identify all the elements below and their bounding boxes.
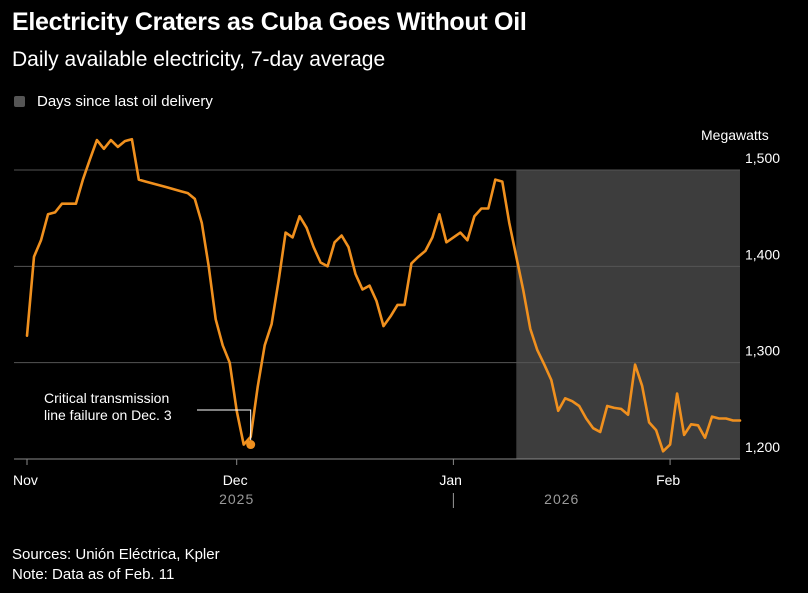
y-tick-label: 1,400 — [745, 246, 780, 262]
y-axis-label: Megawatts — [701, 127, 769, 143]
x-tick-label: Feb — [656, 472, 680, 488]
note-text: Note: Data as of Feb. 11 — [12, 566, 175, 583]
footer: Sources: Unión Eléctrica, Kpler Note: Da… — [12, 545, 220, 585]
chart-subtitle: Daily available electricity, 7-day avera… — [12, 48, 386, 71]
legend-swatch — [14, 96, 25, 107]
y-tick-label: 1,300 — [745, 343, 780, 359]
x-tick-label: Nov — [13, 472, 38, 488]
chart-title: Electricity Craters as Cuba Goes Without… — [12, 8, 527, 36]
year-label: 2025 — [219, 491, 254, 507]
annotation-leader-line — [197, 409, 252, 445]
x-tick-label: Dec — [223, 472, 248, 488]
y-tick-label: 1,500 — [745, 150, 780, 166]
year-label: 2026 — [544, 491, 579, 507]
annotation-text-line-1: Critical transmission — [44, 390, 169, 406]
sources-text: Sources: Unión Eléctrica, Kpler — [12, 546, 220, 563]
series-line-electricity — [25, 137, 742, 453]
x-tick-label: Jan — [439, 472, 462, 488]
legend: Days since last oil delivery — [14, 93, 213, 110]
legend-label: Days since last oil delivery — [37, 93, 213, 110]
annotation-text-line-2: line failure on Dec. 3 — [44, 407, 172, 423]
y-tick-label: 1,200 — [745, 439, 780, 455]
annotation-marker — [246, 440, 256, 450]
